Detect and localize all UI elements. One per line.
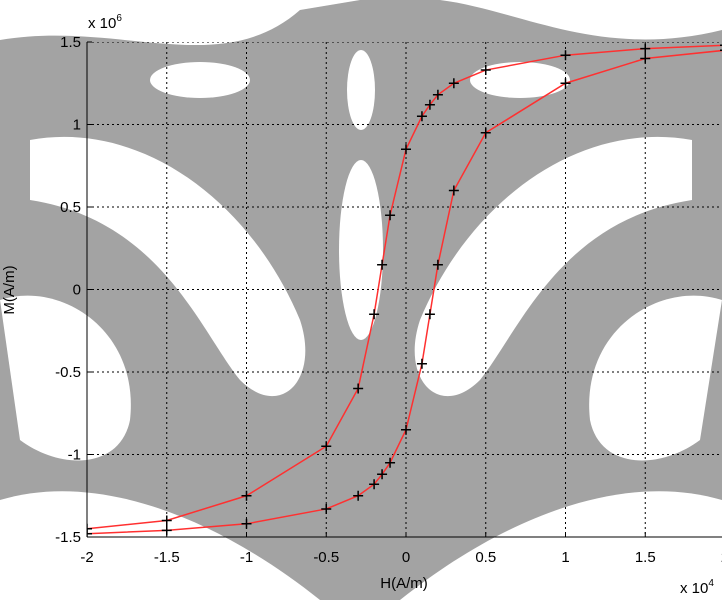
y-tick-label: 1.5	[60, 34, 81, 51]
data-point	[480, 65, 491, 76]
x-exponent-base: x 10	[680, 580, 708, 597]
y-axis-label: M(A/m)	[1, 265, 18, 314]
data-point	[385, 457, 396, 468]
x-tick-label: -2	[80, 549, 93, 566]
data-point	[424, 309, 435, 320]
x-exponent-power: 4	[708, 578, 714, 589]
data-point	[640, 43, 651, 54]
x-tick-label: 0.5	[475, 549, 496, 566]
labels: x 106 x 104 H(A/m) M(A/m) -2 -1.5 -1 -0.5 0 0…	[1, 13, 722, 597]
data-point	[416, 111, 427, 122]
data-point	[432, 259, 443, 270]
data-point	[321, 503, 332, 514]
x-tick-label: 0	[402, 549, 410, 566]
x-exponent: x 104	[680, 578, 714, 597]
y-tick-label: 1	[73, 117, 81, 134]
x-tick-label: 2	[721, 549, 722, 566]
data-point	[321, 441, 332, 452]
y-exponent-base: x 10	[88, 15, 116, 32]
data-point	[560, 78, 571, 89]
data-point	[424, 99, 435, 110]
y-exponent: x 106	[88, 13, 122, 32]
data-point	[480, 127, 491, 138]
data-point	[353, 490, 364, 501]
data-point	[401, 424, 411, 435]
data-point	[353, 383, 364, 394]
data-point	[87, 523, 92, 534]
data-point	[369, 309, 380, 320]
data-point	[448, 185, 459, 196]
y-tick-label: -1	[68, 447, 81, 464]
data-point	[385, 210, 396, 221]
data-point	[416, 358, 427, 369]
data-point	[241, 518, 252, 529]
x-axis-label: H(A/m)	[380, 575, 428, 592]
y-tick-label: -1.5	[55, 529, 81, 546]
y-tick-label: 0.5	[60, 199, 81, 216]
data-point	[401, 144, 411, 155]
data-point	[241, 490, 252, 501]
grid	[87, 42, 722, 537]
x-tick-label: -1.5	[154, 549, 180, 566]
data-point	[87, 528, 92, 537]
x-tick-label: 1.5	[635, 549, 656, 566]
y-tick-label: 0	[73, 282, 81, 299]
data-point	[560, 50, 571, 61]
data-point	[161, 515, 172, 526]
x-tick-label: -1	[240, 549, 253, 566]
data-point	[640, 53, 651, 64]
data-point	[369, 479, 380, 490]
x-tick-label: -0.5	[313, 549, 339, 566]
data-point	[448, 78, 459, 89]
y-tick-label: -0.5	[55, 364, 81, 381]
data-point	[432, 89, 443, 100]
data-point	[377, 259, 388, 270]
y-exponent-power: 6	[116, 13, 122, 24]
data-point	[377, 469, 388, 480]
x-tick-label: 1	[561, 549, 569, 566]
